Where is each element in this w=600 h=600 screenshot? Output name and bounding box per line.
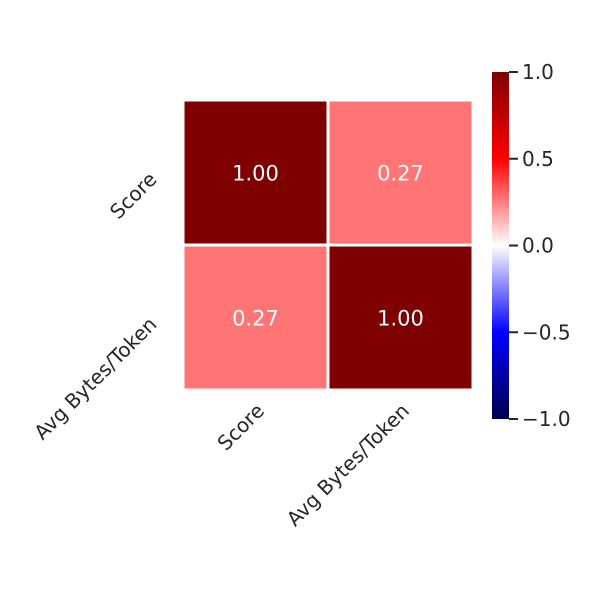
colorbar-tick-label-3: −0.5: [522, 320, 571, 344]
heatmap-cell-1-0: [181, 243, 330, 392]
colorbar-tick-label-0: 1.0: [522, 60, 554, 84]
heatmap-cell-1-1: [326, 243, 475, 392]
row-labels: Score Avg Bytes/Token: [29, 167, 161, 444]
colorbar-tick-label-1: 0.5: [522, 147, 554, 171]
column-labels: Score Avg Bytes/Token: [212, 399, 414, 531]
heatmap-cell-0-1: [326, 98, 475, 247]
colorbar-gradient: [492, 72, 509, 419]
colorbar-tick-label-4: −1.0: [522, 407, 571, 431]
heatmap-cell-0-0: [181, 98, 330, 247]
cell-value-label-1-1: 1.00: [377, 307, 424, 331]
row-label-0: Score: [105, 167, 162, 224]
cell-value-label-0-1: 0.27: [377, 162, 424, 186]
cell-value-label-0-0: 1.00: [232, 162, 279, 186]
row-label-1: Avg Bytes/Token: [29, 312, 161, 444]
heatmap-cells: 1.00 0.27 0.27 1.00: [181, 98, 475, 392]
colorbar: 1.0 0.5 0.0 −0.5 −1.0: [492, 60, 571, 431]
column-label-1: Avg Bytes/Token: [282, 399, 414, 531]
cell-value-label-1-0: 0.27: [232, 307, 279, 331]
column-label-0: Score: [212, 399, 269, 456]
colorbar-tick-label-2: 0.0: [522, 234, 554, 258]
